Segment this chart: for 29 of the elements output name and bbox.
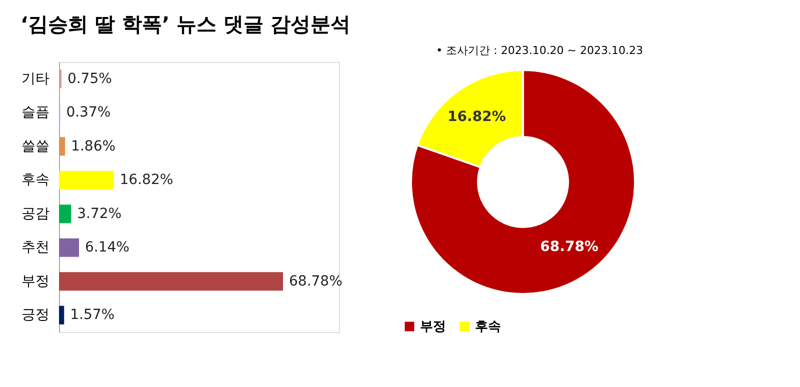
y-tick-label: 슬픔 [22,104,50,121]
bar [59,238,79,257]
data-label: 16.82% [448,108,506,125]
data-label: 1.57% [70,307,115,324]
y-tick-label: 긍정 [22,307,50,324]
y-tick-label: 추천 [22,240,50,256]
chart-title: ‘김승희 딸 학폭’ 뉴스 댓글 감성분석 [20,12,351,36]
y-tick-label: 기타 [22,70,50,87]
y-tick-label: 공감 [22,206,50,222]
data-label: 0.37% [66,104,111,121]
data-label: 68.78% [540,239,598,256]
data-label: 68.78% [289,273,342,290]
data-label: 6.14% [84,240,130,256]
bar [59,306,64,324]
legend-label: 부정 [420,320,446,335]
bar [59,204,72,224]
bar [59,170,114,190]
y-tick-label: 후속 [22,172,50,188]
data-label: 16.82% [120,172,174,188]
bar [59,272,283,291]
y-tick-label: 쓸쓸 [22,138,50,154]
data-label: 0.75% [67,70,112,87]
bar [59,137,66,156]
y-tick-label: 부정 [22,273,50,290]
data-label: 3.72% [77,206,122,222]
legend-label: 후속 [475,320,501,335]
text: • 조사기간 : 2023.10.20 ~ 2023.10.23 [436,44,643,57]
data-label: 1.86% [71,138,116,154]
donut-slice [410,69,636,295]
